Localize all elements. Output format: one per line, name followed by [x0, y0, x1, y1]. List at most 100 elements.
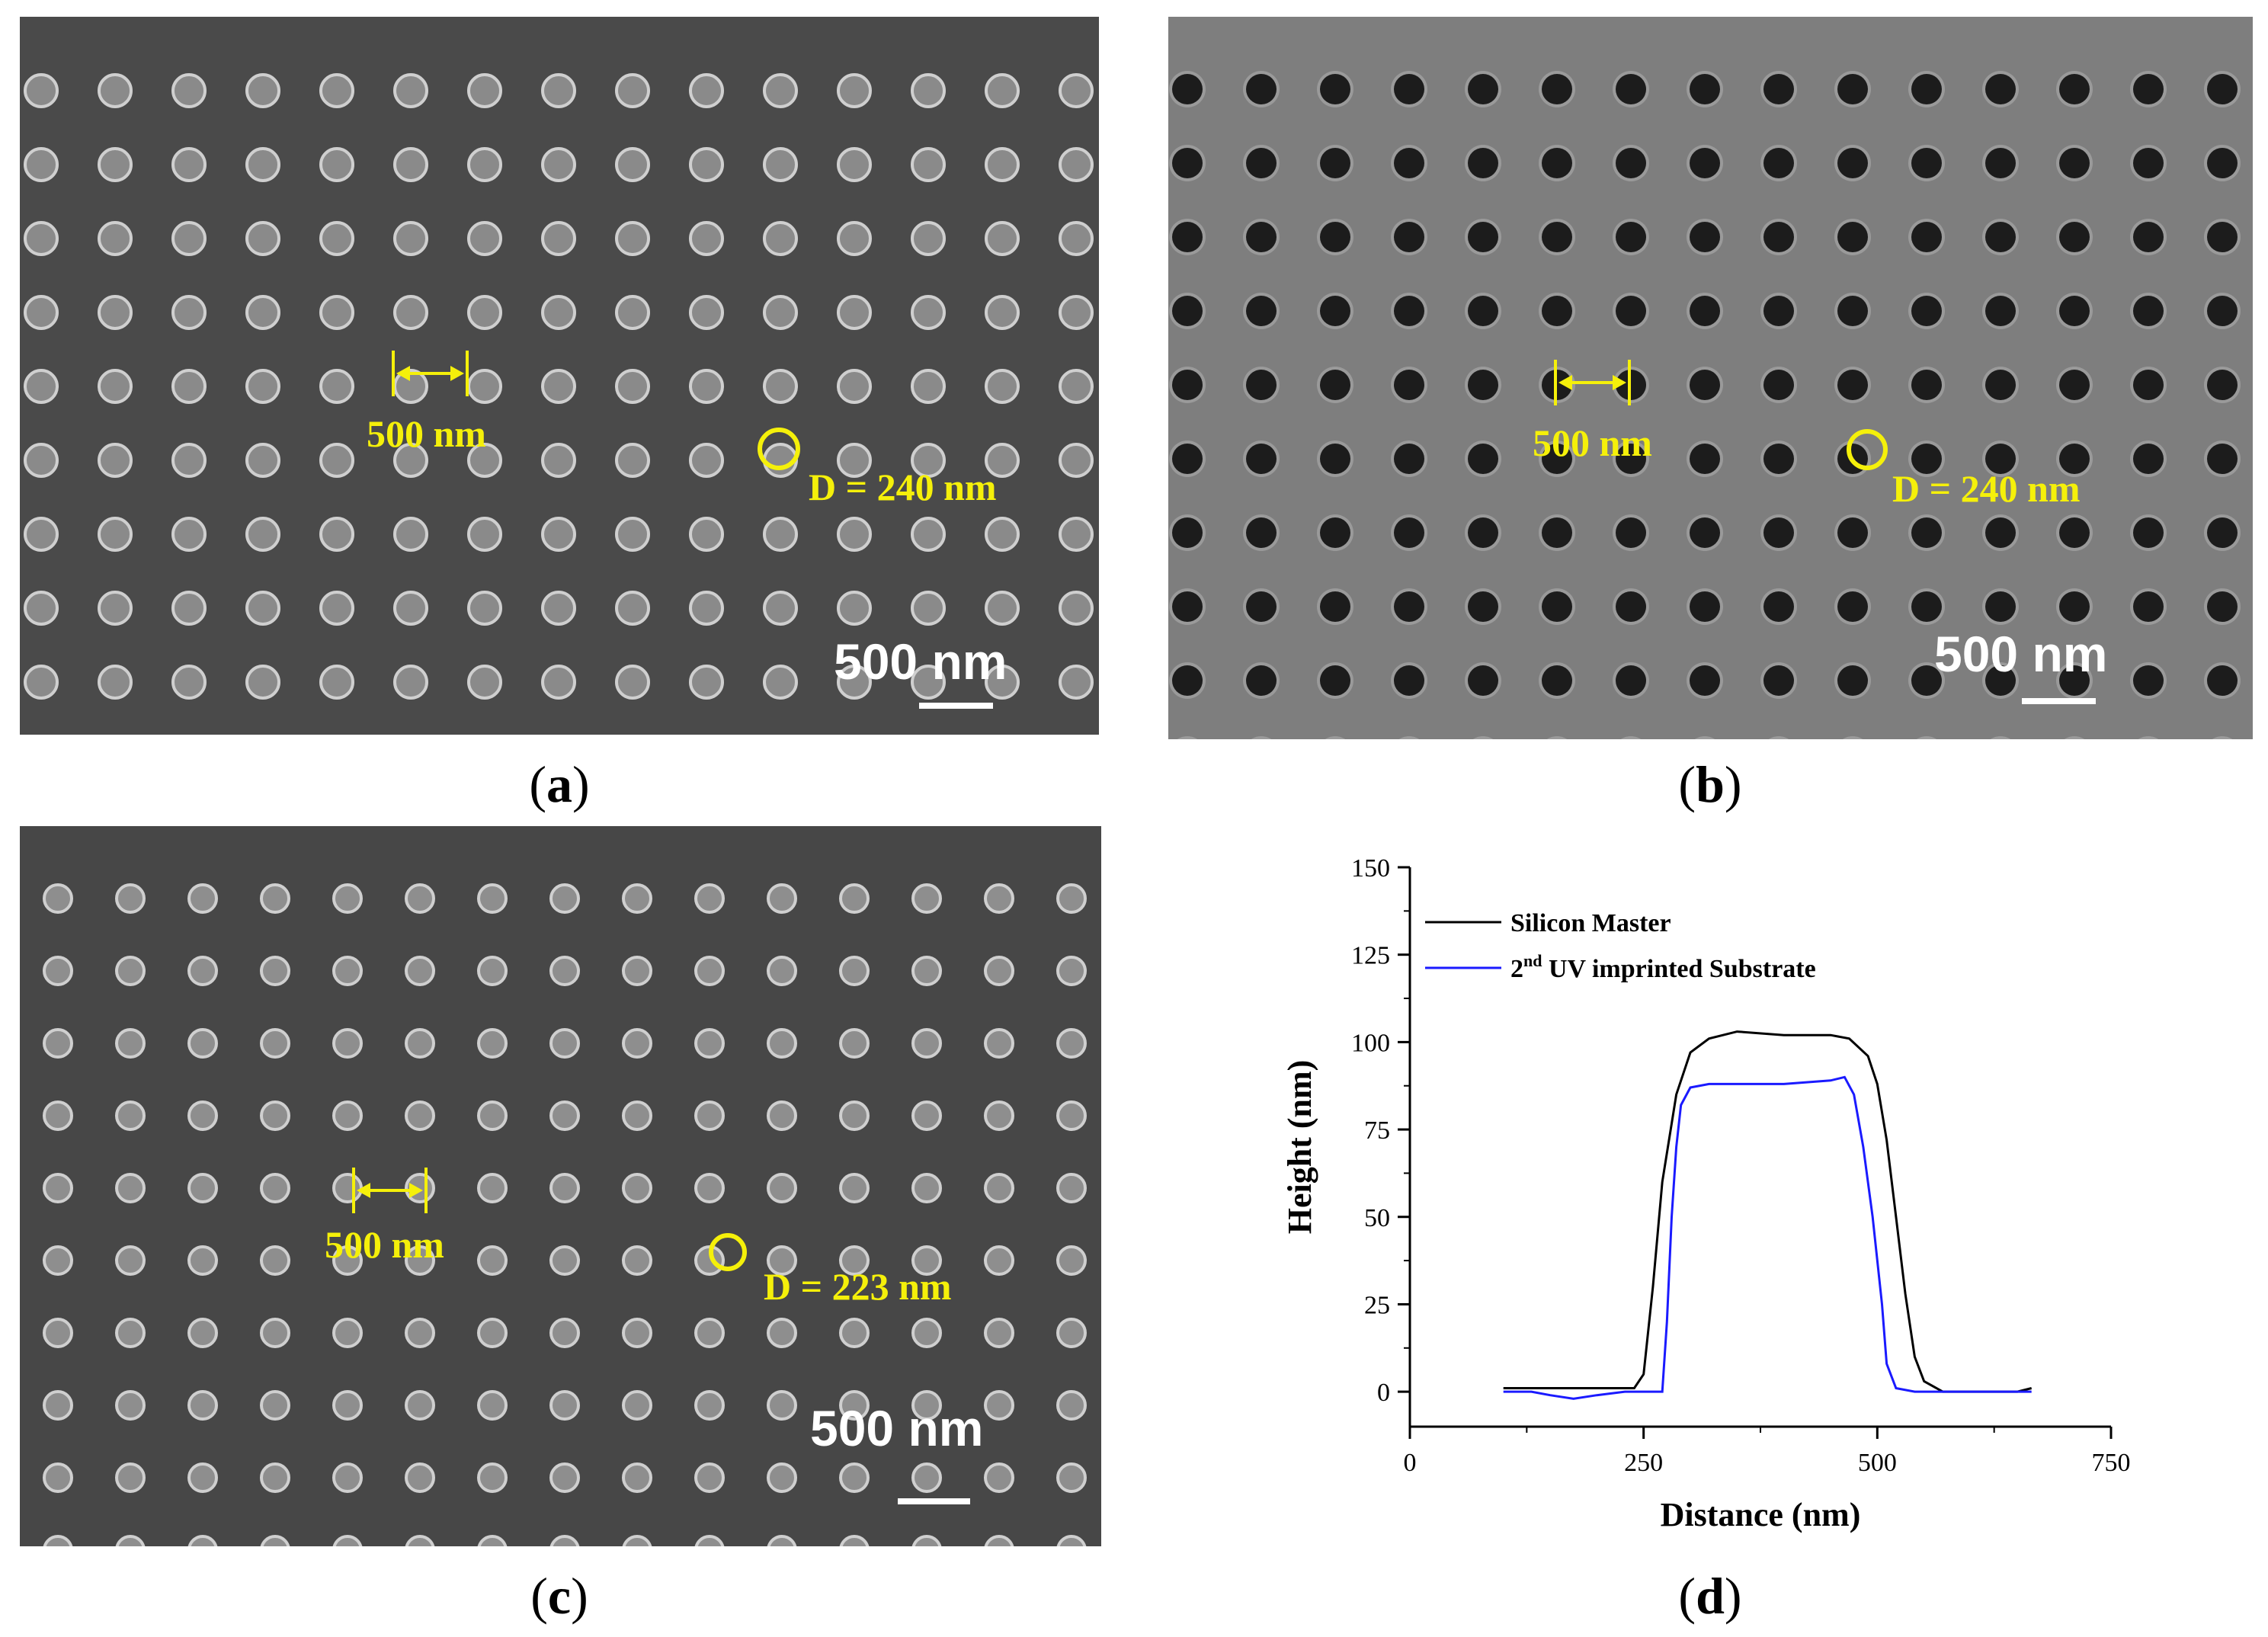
- pillar: [1056, 1173, 1087, 1203]
- pillar: [98, 73, 133, 108]
- hole: [1394, 296, 1424, 326]
- x-axis-label: Distance (nm): [1661, 1496, 1861, 1533]
- pillar: [405, 1318, 435, 1348]
- pillar: [319, 591, 354, 626]
- pillar: [622, 1245, 652, 1276]
- hole: [1616, 222, 1646, 252]
- hole: [1911, 444, 1942, 474]
- hole: [2059, 74, 2090, 104]
- pillar: [549, 1390, 580, 1421]
- pillar: [985, 443, 1020, 478]
- sem-image-b: 500 nm D = 240 nm 500 nm: [1168, 17, 2253, 739]
- hole: [1246, 222, 1277, 252]
- pillar: [839, 1100, 870, 1131]
- pillar: [767, 1390, 797, 1421]
- hole: [2133, 296, 2164, 326]
- pillar: [911, 1318, 942, 1348]
- hole: [1616, 444, 1646, 474]
- pillar: [763, 147, 798, 182]
- hole: [1172, 370, 1203, 400]
- hole: [1394, 148, 1424, 178]
- pillar: [541, 73, 576, 108]
- hole: [1911, 74, 1942, 104]
- diameter-circle: [758, 428, 800, 470]
- pillar: [694, 1535, 725, 1546]
- pillar: [763, 295, 798, 330]
- hole: [1468, 74, 1498, 104]
- pillar: [911, 443, 946, 478]
- caption-c: (c): [530, 1567, 588, 1625]
- pillar: [405, 1535, 435, 1546]
- hole: [1394, 222, 1424, 252]
- pillar: [115, 1245, 146, 1276]
- pillar: [332, 883, 363, 914]
- pillar: [984, 1028, 1014, 1059]
- pillar: [187, 1173, 218, 1203]
- hole: [1542, 444, 1572, 474]
- hole: [2207, 591, 2238, 622]
- pillar: [319, 73, 354, 108]
- pillar: [837, 73, 872, 108]
- pillar: [477, 1535, 508, 1546]
- pillar: [393, 73, 428, 108]
- pillar: [911, 665, 946, 700]
- pillar: [24, 221, 59, 256]
- hole: [1985, 148, 2016, 178]
- pillar: [839, 1462, 870, 1493]
- pillar: [1059, 443, 1094, 478]
- pillar: [622, 956, 652, 986]
- pillar: [549, 1100, 580, 1131]
- pillar: [393, 295, 428, 330]
- pillar: [985, 517, 1020, 552]
- pillar: [393, 147, 428, 182]
- pillar: [467, 295, 502, 330]
- pillar: [467, 221, 502, 256]
- hole: [1763, 148, 1794, 178]
- pillar: [98, 221, 133, 256]
- hole: [2059, 517, 2090, 548]
- hole: [2059, 148, 2090, 178]
- pillar: [689, 517, 724, 552]
- scale-bar: [898, 1498, 970, 1504]
- pillar: [115, 956, 146, 986]
- hole: [1690, 591, 1720, 622]
- pillar: [43, 1462, 73, 1493]
- hole: [1837, 222, 1868, 252]
- pillar: [477, 1028, 508, 1059]
- pillar: [985, 147, 1020, 182]
- pitch-marker: [1554, 360, 1631, 405]
- hole: [2207, 517, 2238, 548]
- pillar: [332, 1028, 363, 1059]
- pillar: [43, 1245, 73, 1276]
- hole-rim: [1472, 736, 1494, 739]
- pillar: [260, 883, 290, 914]
- hole: [1542, 296, 1572, 326]
- hole: [2133, 444, 2164, 474]
- pillar: [187, 1390, 218, 1421]
- pillar: [332, 1318, 363, 1348]
- pillar: [171, 369, 207, 404]
- pillar: [689, 369, 724, 404]
- hole: [1911, 222, 1942, 252]
- pillar: [260, 1535, 290, 1546]
- pillar: [171, 591, 207, 626]
- pillar: [694, 1173, 725, 1203]
- pillar: [187, 1245, 218, 1276]
- pillar: [319, 221, 354, 256]
- hole: [1246, 74, 1277, 104]
- pillar: [541, 295, 576, 330]
- pillar: [1056, 1028, 1087, 1059]
- hole: [1172, 444, 1203, 474]
- pillar: [332, 1462, 363, 1493]
- pillar: [332, 1245, 363, 1276]
- pillar: [43, 956, 73, 986]
- hole: [1542, 222, 1572, 252]
- caption-d: (d): [1678, 1567, 1742, 1625]
- pillar: [767, 1100, 797, 1131]
- pillar: [689, 591, 724, 626]
- legend-label-1: Silicon Master: [1510, 909, 1671, 937]
- feature-grid: [43, 883, 1087, 1546]
- pillar: [549, 1028, 580, 1059]
- pillar: [260, 1318, 290, 1348]
- pillar: [187, 1318, 218, 1348]
